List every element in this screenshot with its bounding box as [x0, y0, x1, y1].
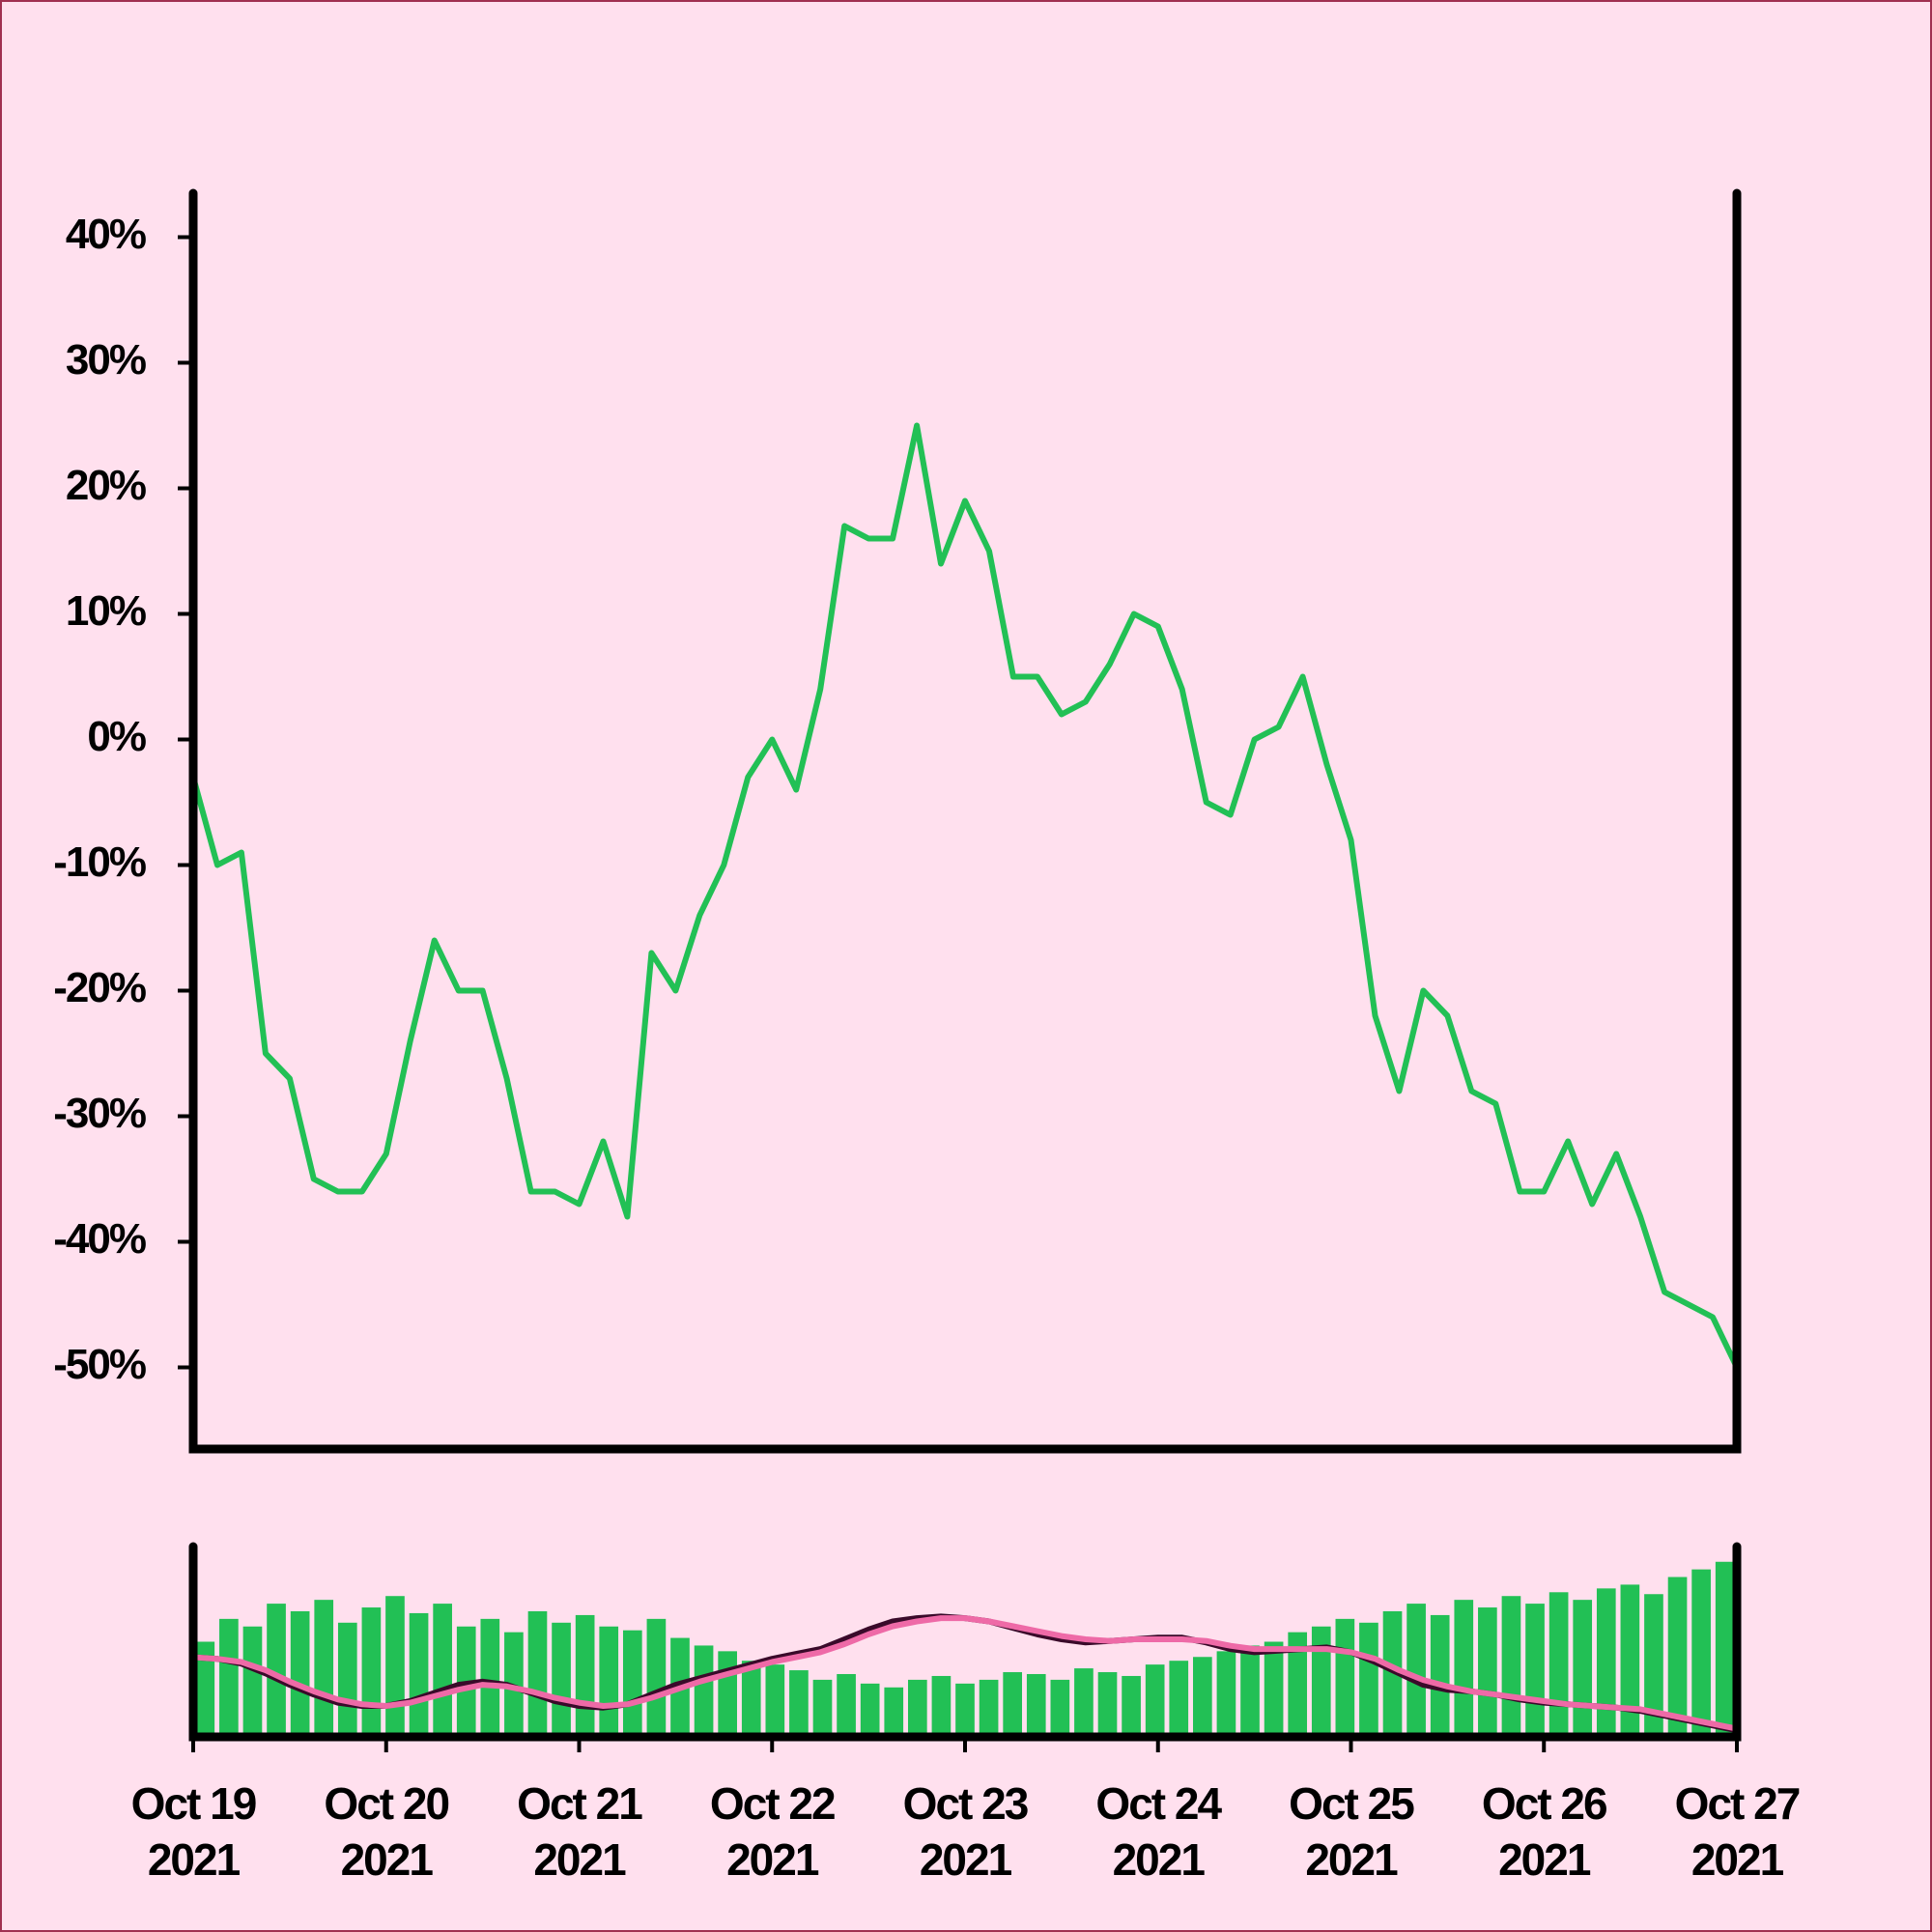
volume-bar [1050, 1679, 1070, 1737]
volume-bar [1430, 1614, 1450, 1737]
volume-bar [1382, 1610, 1403, 1737]
volume-bar [1026, 1673, 1046, 1737]
volume-bar [646, 1618, 667, 1737]
volume-bar [599, 1626, 619, 1737]
y-tick-label: -30% [53, 1090, 146, 1137]
volume-bar [1406, 1604, 1426, 1737]
volume-bar [219, 1618, 239, 1737]
volume-bar [1667, 1577, 1688, 1737]
volume-bar [290, 1610, 310, 1737]
volume-bar [1169, 1661, 1189, 1737]
y-tick-label: 0% [87, 713, 145, 760]
volume-bar [884, 1687, 904, 1737]
volume-bar [1596, 1588, 1616, 1737]
x-tick-label: Oct 22 2021 [709, 1778, 837, 1885]
volume-bar [480, 1618, 500, 1737]
x-tick-label: Oct 25 2021 [1289, 1778, 1415, 1885]
volume-bar [267, 1604, 286, 1737]
volume-bar [1454, 1600, 1474, 1737]
volume-bar [1240, 1645, 1260, 1737]
volume-bar [765, 1664, 785, 1737]
volume-bar [812, 1679, 833, 1737]
axis-frame [188, 188, 1742, 1454]
y-tick-label: -50% [53, 1341, 146, 1388]
volume-bar [741, 1661, 761, 1737]
volume-bar [955, 1683, 975, 1737]
volume-bar [837, 1673, 856, 1737]
volume-bar [622, 1630, 642, 1737]
volume-bar [1288, 1632, 1308, 1737]
volume-bar [860, 1683, 880, 1737]
volume-bar [1715, 1561, 1735, 1737]
volume-bar [931, 1675, 952, 1737]
volume-bar [718, 1651, 737, 1737]
y-tick-label: 30% [66, 336, 146, 384]
volume-bar [1620, 1584, 1640, 1737]
x-tick-label: Oct 26 2021 [1481, 1778, 1608, 1885]
volume-bar [1478, 1607, 1497, 1737]
volume-bar [907, 1679, 927, 1737]
volume-bar [1003, 1672, 1023, 1737]
volume-bar [242, 1626, 263, 1737]
volume-bar [1573, 1600, 1593, 1737]
volume-bar [1644, 1594, 1663, 1737]
x-tick-label: Oct 23 2021 [902, 1778, 1030, 1885]
y-tick-label: -10% [53, 838, 146, 886]
volume-bar [1097, 1672, 1118, 1737]
volume-bar [1501, 1596, 1521, 1737]
x-tick-label: Oct 27 2021 [1674, 1778, 1802, 1885]
x-tick-label: Oct 19 2021 [130, 1778, 258, 1885]
volume-bar [1525, 1604, 1545, 1737]
volume-bar [1311, 1626, 1331, 1737]
volume-bar [409, 1612, 429, 1737]
line [190, 422, 1740, 1369]
volume-bar [1145, 1664, 1165, 1737]
volume-bar [1548, 1592, 1569, 1737]
volume-bar [1359, 1622, 1378, 1737]
volume-bar [195, 1641, 215, 1737]
y-tick-label: -40% [53, 1215, 146, 1263]
y-tick-label: 40% [66, 211, 146, 258]
axis-frame [188, 1542, 1742, 1742]
x-tick-label: Oct 21 2021 [517, 1778, 643, 1885]
x-tick-label: Oct 20 2021 [324, 1778, 450, 1885]
y-tick-label: 10% [66, 587, 146, 635]
x-tick-label: Oct 24 2021 [1095, 1778, 1222, 1885]
volume-bar [575, 1614, 595, 1737]
volume-bar [552, 1622, 571, 1737]
volume-bar [979, 1679, 999, 1737]
y-tick-label: 20% [66, 462, 146, 509]
volume-bar [694, 1645, 714, 1737]
volume-bar [1335, 1618, 1355, 1737]
volume-bar [433, 1604, 452, 1737]
y-tick-label: -20% [53, 964, 146, 1011]
volume-bar [789, 1670, 809, 1737]
volume-bar [1122, 1675, 1141, 1737]
volume-bar [1691, 1569, 1711, 1737]
volume-bar [1216, 1651, 1236, 1737]
volume-bar [1074, 1668, 1094, 1737]
volume-bar [527, 1610, 548, 1737]
volume-bar [314, 1600, 334, 1737]
volume-bar [1264, 1641, 1284, 1737]
line [192, 1615, 1738, 1732]
volume-bar [385, 1596, 405, 1737]
volume-bar [1193, 1657, 1212, 1737]
volume-bar [337, 1622, 357, 1737]
volume-bar [361, 1607, 382, 1737]
